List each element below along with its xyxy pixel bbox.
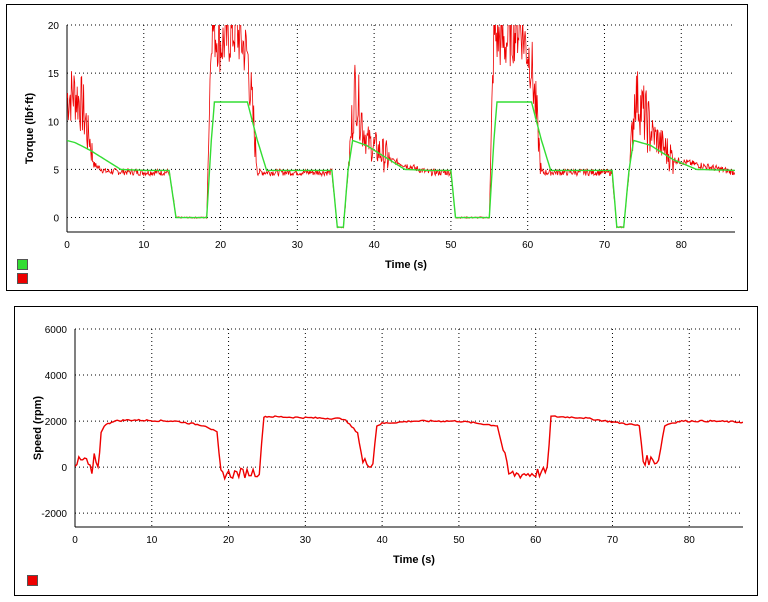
series-line — [75, 415, 743, 481]
x-tick-label: 30 — [292, 240, 304, 251]
torque-chart: 0 10 20 30 40 50 60 70 80 0 5 10 15 20 Time (s) Torque … — [24, 21, 735, 271]
torque-chart-panel: 0 10 20 30 40 50 60 70 80 0 5 10 15 20 Time (s) Torque … — [6, 4, 748, 291]
series-line — [67, 101, 735, 228]
x-tick-label: 80 — [676, 240, 688, 251]
x-tick-label: 0 — [72, 535, 78, 546]
series-line — [67, 25, 735, 229]
x-tick-label: 60 — [522, 240, 534, 251]
y-tick-label: 2000 — [45, 417, 68, 428]
y-tick-label: 0 — [61, 463, 67, 474]
y-tick-label: 6000 — [45, 325, 68, 336]
x-tick-label: 40 — [377, 535, 389, 546]
speed-chart: 0 10 20 30 40 50 60 70 80 -2000 0 2000 4000 6000 Time … — [32, 325, 743, 566]
y-tick-label: 20 — [48, 21, 60, 32]
x-tick-label: 10 — [146, 535, 158, 546]
y-tick-label: 15 — [48, 69, 60, 80]
x-tick-label: 20 — [215, 240, 227, 251]
y-tick-label: 0 — [53, 214, 59, 225]
legend-swatch-red — [17, 273, 28, 284]
y-tick-label: 5 — [53, 165, 59, 176]
speed-chart-panel: 0 10 20 30 40 50 60 70 80 -2000 0 2000 4000 6000 Time … — [14, 306, 758, 596]
y-tick-label: 4000 — [45, 371, 68, 382]
x-tick-label: 50 — [445, 240, 457, 251]
x-tick-label: 70 — [607, 535, 619, 546]
y-axis-label: Speed (rpm) — [32, 396, 44, 461]
legend-swatch-red — [27, 575, 38, 586]
x-tick-label: 70 — [599, 240, 611, 251]
x-tick-label: 10 — [138, 240, 150, 251]
y-axis-label: Torque (lbf·ft) — [24, 93, 36, 165]
x-tick-label: 0 — [64, 240, 70, 251]
x-tick-label: 30 — [300, 535, 312, 546]
legend-swatch-green — [17, 259, 28, 270]
x-axis-label: Time (s) — [385, 259, 427, 271]
x-tick-label: 40 — [369, 240, 381, 251]
x-axis-label: Time (s) — [393, 554, 435, 566]
x-tick-label: 50 — [453, 535, 465, 546]
x-tick-label: 80 — [684, 535, 696, 546]
y-tick-label: 10 — [48, 117, 60, 128]
y-tick-label: -2000 — [41, 509, 67, 520]
x-tick-label: 20 — [223, 535, 235, 546]
x-tick-label: 60 — [530, 535, 542, 546]
